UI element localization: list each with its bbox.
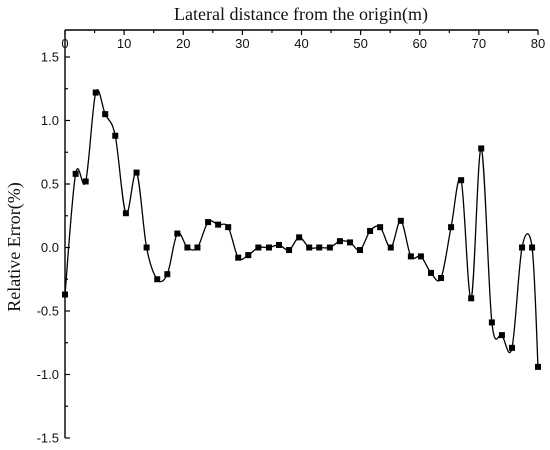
y-axis-title: Relative Error(%)	[4, 182, 25, 311]
x-tick-label: 60	[413, 36, 427, 51]
data-point	[245, 252, 252, 259]
data-point	[265, 244, 272, 251]
axes: 0 10 20 30 40 50 60 70 80 1.5 1.0 0.5 0.0 -0.5 -1.0 -1…	[37, 29, 545, 446]
x-tick-label: 40	[294, 36, 308, 51]
x-tick-label: 10	[117, 36, 131, 51]
data-point	[438, 274, 445, 281]
data-point	[133, 169, 140, 176]
x-ticks: 0 10 20 30 40 50 60 70 80	[61, 30, 545, 51]
y-tick-label: 0.5	[41, 177, 59, 192]
data-point	[92, 89, 99, 96]
data-point	[407, 253, 414, 260]
data-point	[235, 254, 242, 261]
data-point	[306, 244, 313, 251]
series-line	[64, 89, 539, 367]
data-point	[468, 295, 475, 302]
data-point	[174, 230, 181, 237]
data-point	[519, 244, 526, 251]
x-tick-label: 0	[61, 36, 68, 51]
data-point	[346, 239, 353, 246]
data-point	[225, 224, 232, 231]
data-point	[194, 244, 201, 251]
data-point	[508, 344, 515, 351]
data-point	[72, 170, 79, 177]
data-point	[498, 332, 505, 339]
data-point	[102, 111, 109, 118]
y-tick-label: 1.0	[41, 113, 59, 128]
data-point	[154, 276, 161, 283]
data-point	[367, 227, 374, 234]
x-tick-label: 50	[353, 36, 367, 51]
data-point	[296, 234, 303, 241]
series-markers	[62, 89, 541, 370]
data-point	[205, 219, 212, 226]
data-point	[377, 224, 384, 231]
data-point	[357, 247, 364, 254]
data-point	[316, 244, 323, 251]
data-point	[397, 217, 404, 224]
data-point	[62, 291, 68, 298]
data-point	[417, 253, 424, 260]
data-point	[164, 271, 171, 278]
data-point	[276, 241, 283, 248]
data-point	[448, 224, 455, 231]
data-point	[326, 244, 333, 251]
x-tick-label: 80	[531, 36, 545, 51]
y-tick-label: -1.5	[37, 431, 59, 446]
data-point	[387, 244, 394, 251]
data-point	[286, 247, 293, 254]
y-tick-label: 0.0	[41, 240, 59, 255]
y-tick-label: -1.0	[37, 367, 59, 382]
data-point	[215, 221, 222, 228]
x-tick-label: 20	[176, 36, 190, 51]
data-point	[488, 319, 495, 326]
y-ticks: 1.5 1.0 0.5 0.0 -0.5 -1.0 -1.5	[37, 50, 70, 446]
data-point	[336, 238, 343, 245]
x-tick-label: 70	[472, 36, 486, 51]
data-point	[122, 210, 129, 217]
data-point	[143, 244, 150, 251]
data-point	[255, 244, 262, 251]
x-tick-label: 30	[235, 36, 249, 51]
data-point	[112, 132, 119, 139]
y-tick-label: -0.5	[37, 304, 59, 319]
data-point	[427, 269, 434, 276]
plot-area	[62, 89, 541, 370]
x-axis-title: Lateral distance from the origin(m)	[174, 4, 428, 25]
data-point	[478, 145, 485, 152]
data-point	[184, 244, 191, 251]
data-point	[529, 244, 536, 251]
data-point	[535, 363, 541, 370]
data-point	[82, 178, 89, 185]
y-tick-label: 1.5	[41, 50, 59, 65]
data-point	[458, 177, 465, 184]
